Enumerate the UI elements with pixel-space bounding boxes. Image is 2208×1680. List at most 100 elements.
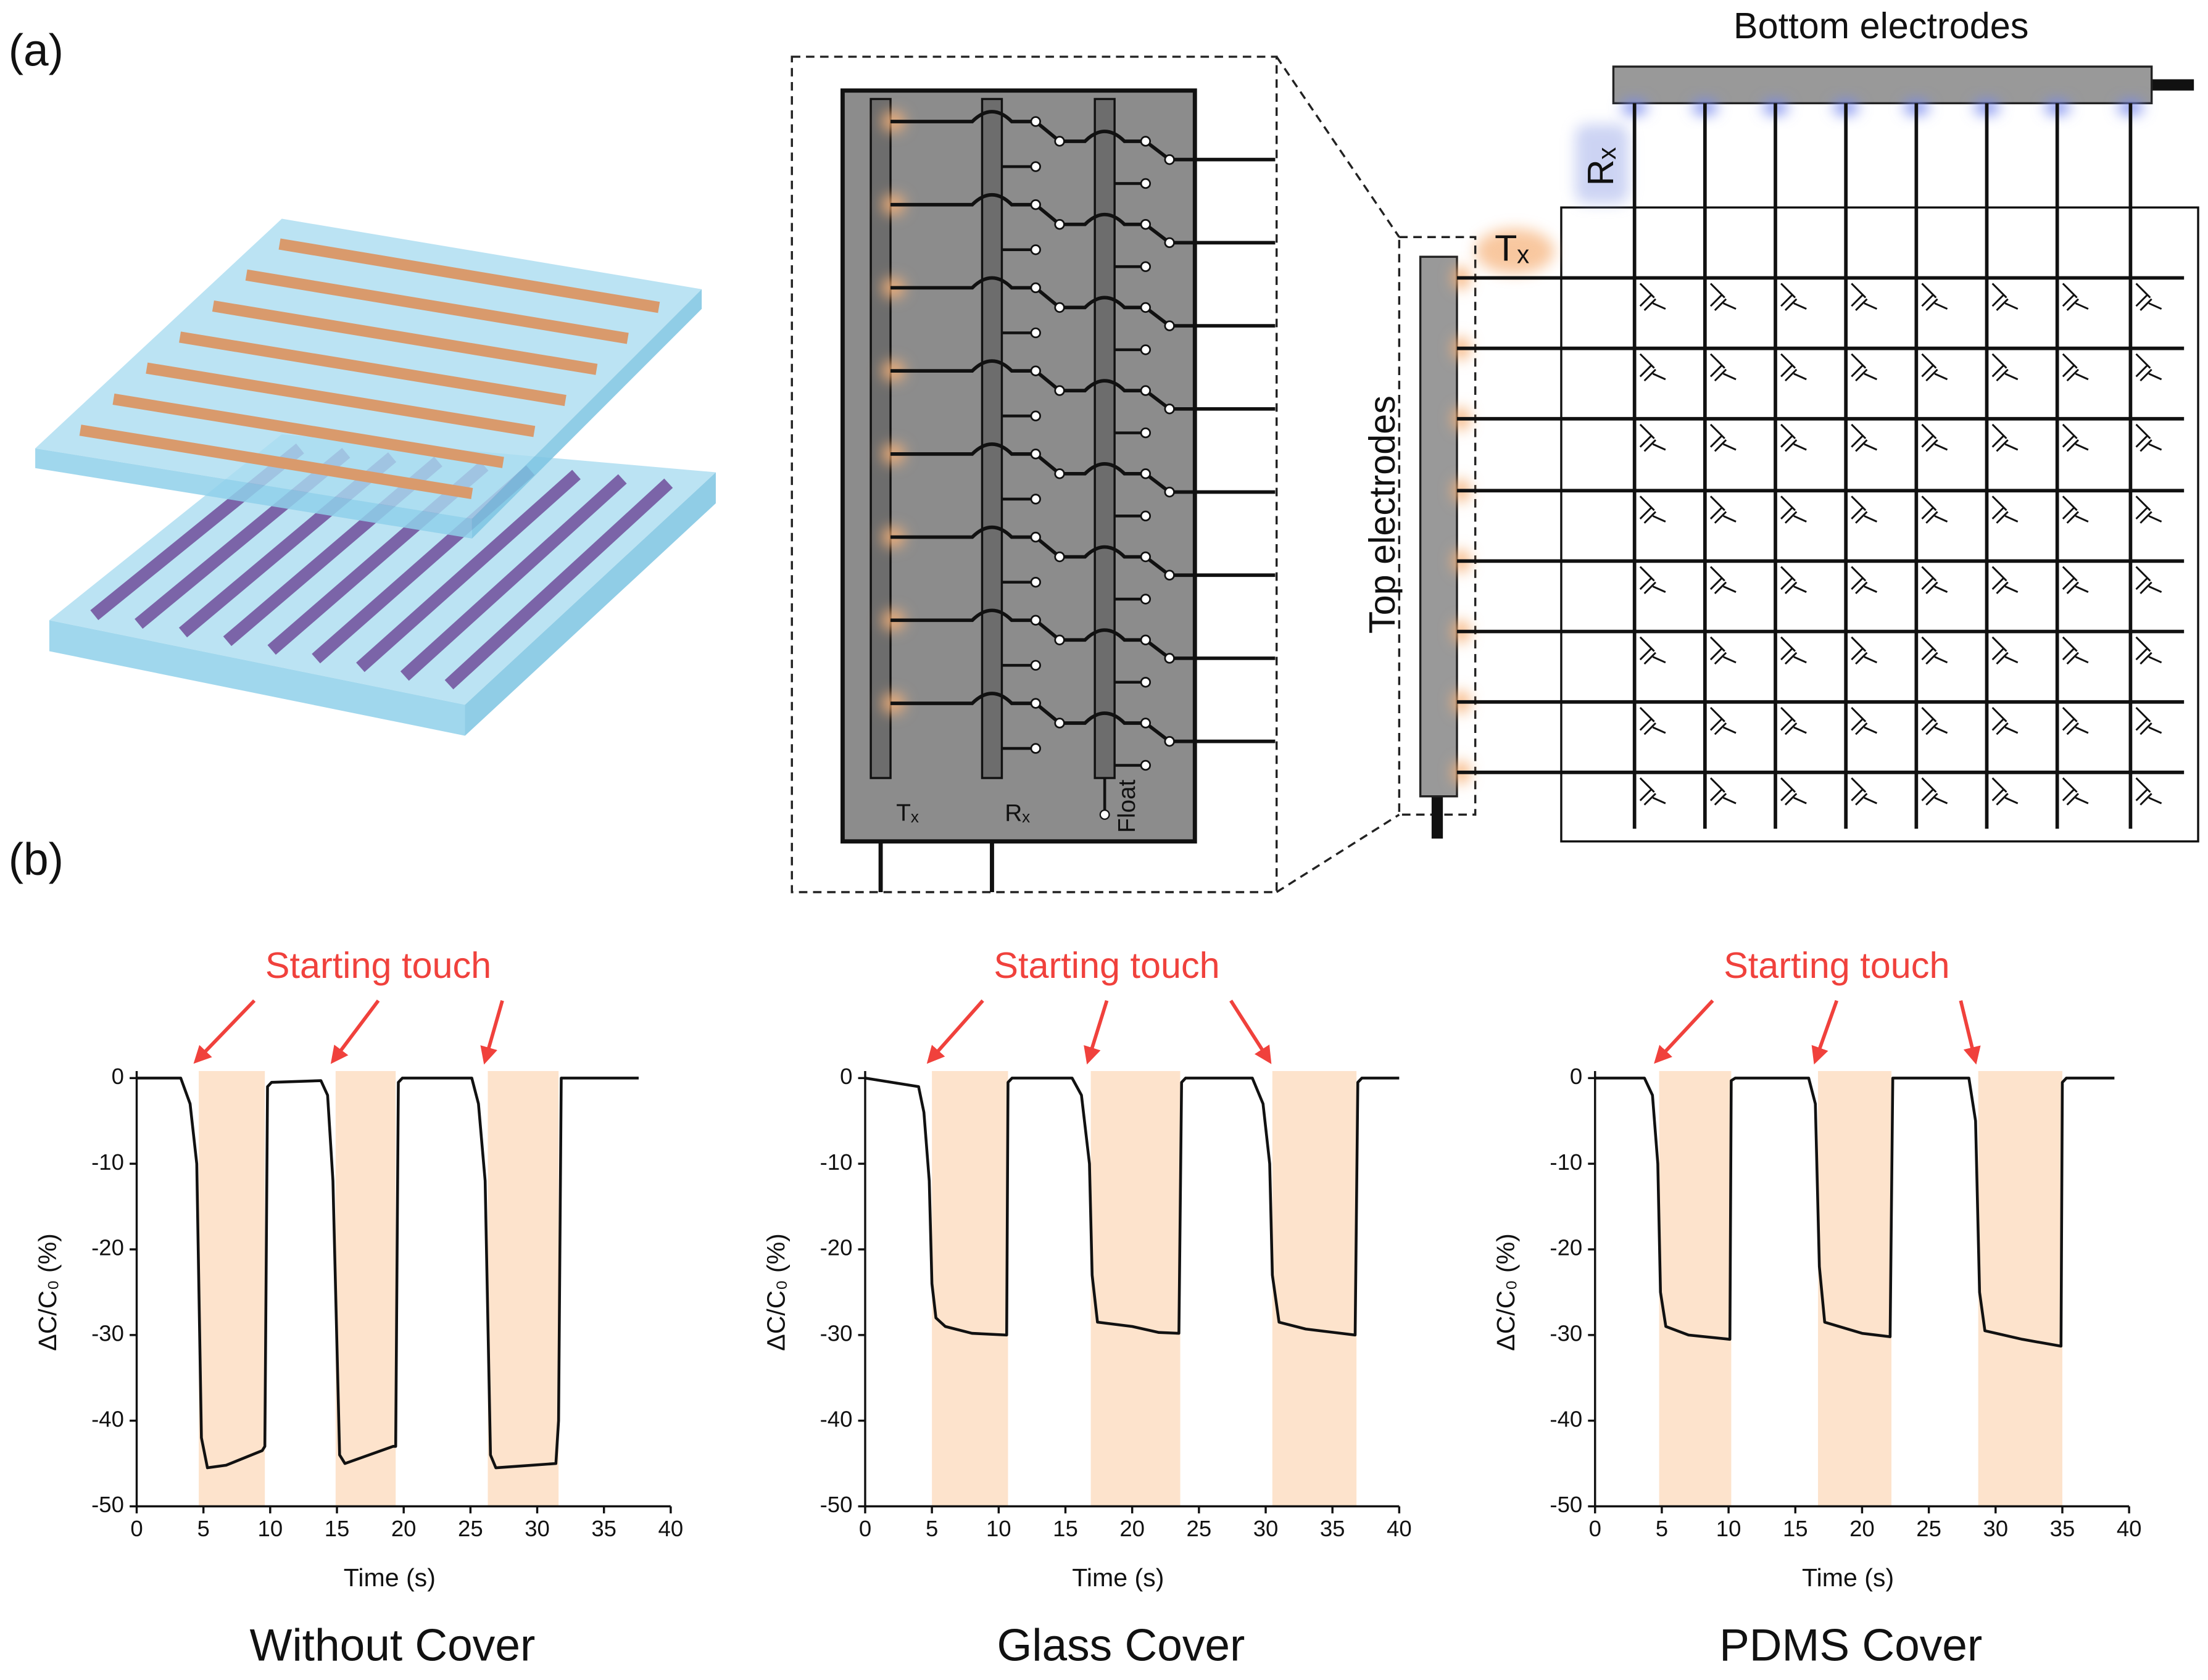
capacitor	[1780, 283, 1807, 312]
touch-region	[1978, 1070, 2062, 1507]
x-tick-label: 15	[1783, 1516, 1808, 1541]
switch-node	[1030, 365, 1041, 376]
chart-title: Glass Cover	[997, 1620, 1245, 1670]
switch-node	[1054, 634, 1065, 645]
capacitor	[1780, 636, 1807, 665]
y-tick-label: 0	[112, 1064, 124, 1089]
switch-node	[1164, 154, 1175, 165]
touch-region	[335, 1070, 396, 1507]
switch-node	[1030, 199, 1041, 210]
inset-label: Tₓ	[896, 800, 919, 827]
y-tick-label: -20	[91, 1235, 124, 1260]
switch-node	[1099, 809, 1110, 820]
inset-label: Float	[1114, 779, 1140, 832]
y-tick-label: -10	[820, 1149, 853, 1175]
capacitor	[1639, 495, 1666, 524]
wire	[890, 192, 1276, 245]
signal-line	[1595, 1077, 2115, 1348]
switch-node	[1054, 302, 1065, 313]
wire	[890, 692, 1276, 743]
x-tick-label: 15	[1053, 1516, 1078, 1541]
touch-region	[488, 1070, 559, 1507]
capacitor	[1709, 353, 1737, 382]
switch-node	[1030, 494, 1041, 505]
slab-side	[49, 620, 465, 736]
capacitor	[1921, 353, 1948, 382]
x-tick-label: 0	[130, 1516, 143, 1541]
slab-side	[471, 289, 702, 539]
matrix-frame	[1560, 206, 2199, 843]
switch-node	[1030, 327, 1041, 339]
capacitor	[1921, 636, 1948, 665]
capacitor	[1709, 283, 1737, 312]
inset-electrode	[1094, 97, 1116, 779]
wire	[890, 525, 1276, 577]
electrode-stripe	[212, 300, 598, 375]
switch-node	[1140, 510, 1152, 522]
y-tick-label: -30	[1550, 1321, 1582, 1346]
x-tick-label: 5	[1656, 1516, 1668, 1541]
y-tick-label: -20	[1550, 1235, 1582, 1260]
chart-title: Without Cover	[250, 1620, 536, 1670]
switch-node	[1140, 759, 1152, 771]
capacitor	[2135, 706, 2162, 735]
x-tick-label: 10	[986, 1516, 1011, 1541]
capacitor	[1851, 706, 1878, 735]
x-tick-label: 25	[1916, 1516, 1941, 1541]
touch-region	[199, 1070, 265, 1507]
capacitor	[1921, 566, 1948, 594]
switch-node	[1140, 302, 1152, 313]
capacitor	[1709, 636, 1737, 665]
top-electrodes-label: Top electrodes	[1361, 395, 1403, 634]
switch-node	[1164, 237, 1175, 249]
capacitor	[1639, 706, 1666, 735]
inset-label: Rₓ	[1005, 800, 1030, 827]
switch-node	[1030, 410, 1041, 421]
capacitor	[2135, 495, 2162, 524]
x-tick-label: 10	[258, 1516, 283, 1541]
touch-region	[1818, 1070, 1892, 1507]
y-axis-label: ΔC/C₀ (%)	[33, 1233, 62, 1351]
y-tick-label: -30	[91, 1321, 124, 1346]
capacitor	[1991, 353, 2019, 382]
capacitor	[2062, 283, 2089, 312]
x-tick-label: 10	[1716, 1516, 1741, 1541]
tab	[1431, 796, 1443, 839]
capacitor	[1991, 777, 2019, 806]
capacitor	[2062, 706, 2089, 735]
capacitor	[1709, 495, 1737, 524]
switch-node	[1054, 385, 1065, 396]
switch-node	[1140, 468, 1152, 479]
annotation: Starting touch	[994, 945, 1219, 986]
capacitor	[1639, 423, 1666, 452]
capacitor	[1851, 283, 1878, 312]
capacitor	[1991, 495, 2019, 524]
bottom-electrodes-label: Bottom electrodes	[1733, 5, 2028, 46]
x-tick-label: 35	[1320, 1516, 1345, 1541]
capacitor	[1780, 706, 1807, 735]
x-tick-label: 20	[1119, 1516, 1145, 1541]
annotation-arrow	[926, 999, 984, 1064]
switch-node	[1030, 244, 1041, 255]
switch-node	[1164, 735, 1175, 747]
capacitor	[1709, 777, 1737, 806]
capacitor	[1780, 353, 1807, 382]
electrode-stripe	[356, 470, 581, 672]
capacitor	[1639, 777, 1666, 806]
switch-node	[1164, 403, 1175, 415]
capacitor	[1709, 706, 1737, 735]
y-axis-label: ΔC/C₀ (%)	[1492, 1233, 1520, 1351]
switch-node	[1140, 136, 1152, 147]
switch-node	[1030, 161, 1041, 172]
capacitor	[2062, 566, 2089, 594]
annotation: Starting touch	[265, 945, 491, 986]
wire	[890, 359, 1276, 411]
capacitor	[1639, 636, 1666, 665]
x-tick-label: 5	[197, 1516, 210, 1541]
electrode-stripe	[146, 362, 536, 437]
wire	[890, 442, 1276, 494]
capacitor	[1921, 283, 1948, 312]
capacitor	[2062, 423, 2089, 452]
x-tick-label: 15	[325, 1516, 350, 1541]
